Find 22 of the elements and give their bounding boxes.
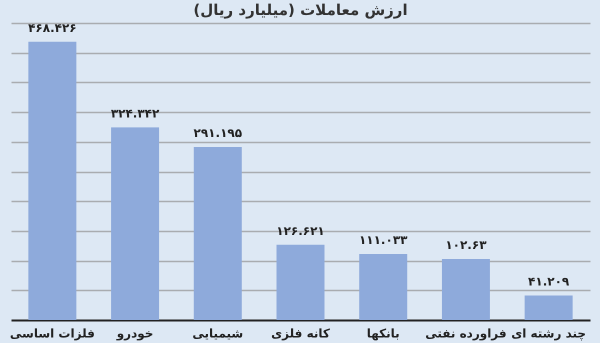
data-label: ۳۲۴.۳۴۲ (110, 106, 160, 120)
bar (359, 254, 408, 320)
bar (276, 244, 324, 320)
x-tick-label: شیمیایی (192, 326, 244, 340)
x-tick-label: بانکها (366, 326, 400, 340)
bar (194, 147, 242, 320)
chart-title: ارزش معاملات (میلیارد ریال) (193, 0, 408, 19)
bar (524, 296, 573, 320)
data-label: ۱۱۱.۰۳۳ (358, 233, 408, 248)
bar (111, 127, 160, 320)
data-label: ۴۶۸.۴۲۶ (28, 20, 77, 35)
data-label: ۱۰۲.۶۳ (445, 238, 488, 252)
x-tick-label: خودرو (116, 326, 154, 340)
x-tick-label: کانه فلزی (271, 326, 330, 340)
x-tick-label: فراورده نفتی (425, 326, 507, 340)
data-label: ۲۹۱.۱۹۵ (194, 126, 242, 140)
bar (442, 259, 490, 320)
x-tick-label: فلزات اساسی (10, 326, 95, 340)
data-label: ۱۲۶.۶۲۱ (276, 224, 325, 238)
x-tick-label: چند رشته ای (511, 326, 586, 340)
data-label: ۴۱.۲۰۹ (528, 274, 570, 289)
bar (28, 42, 76, 320)
